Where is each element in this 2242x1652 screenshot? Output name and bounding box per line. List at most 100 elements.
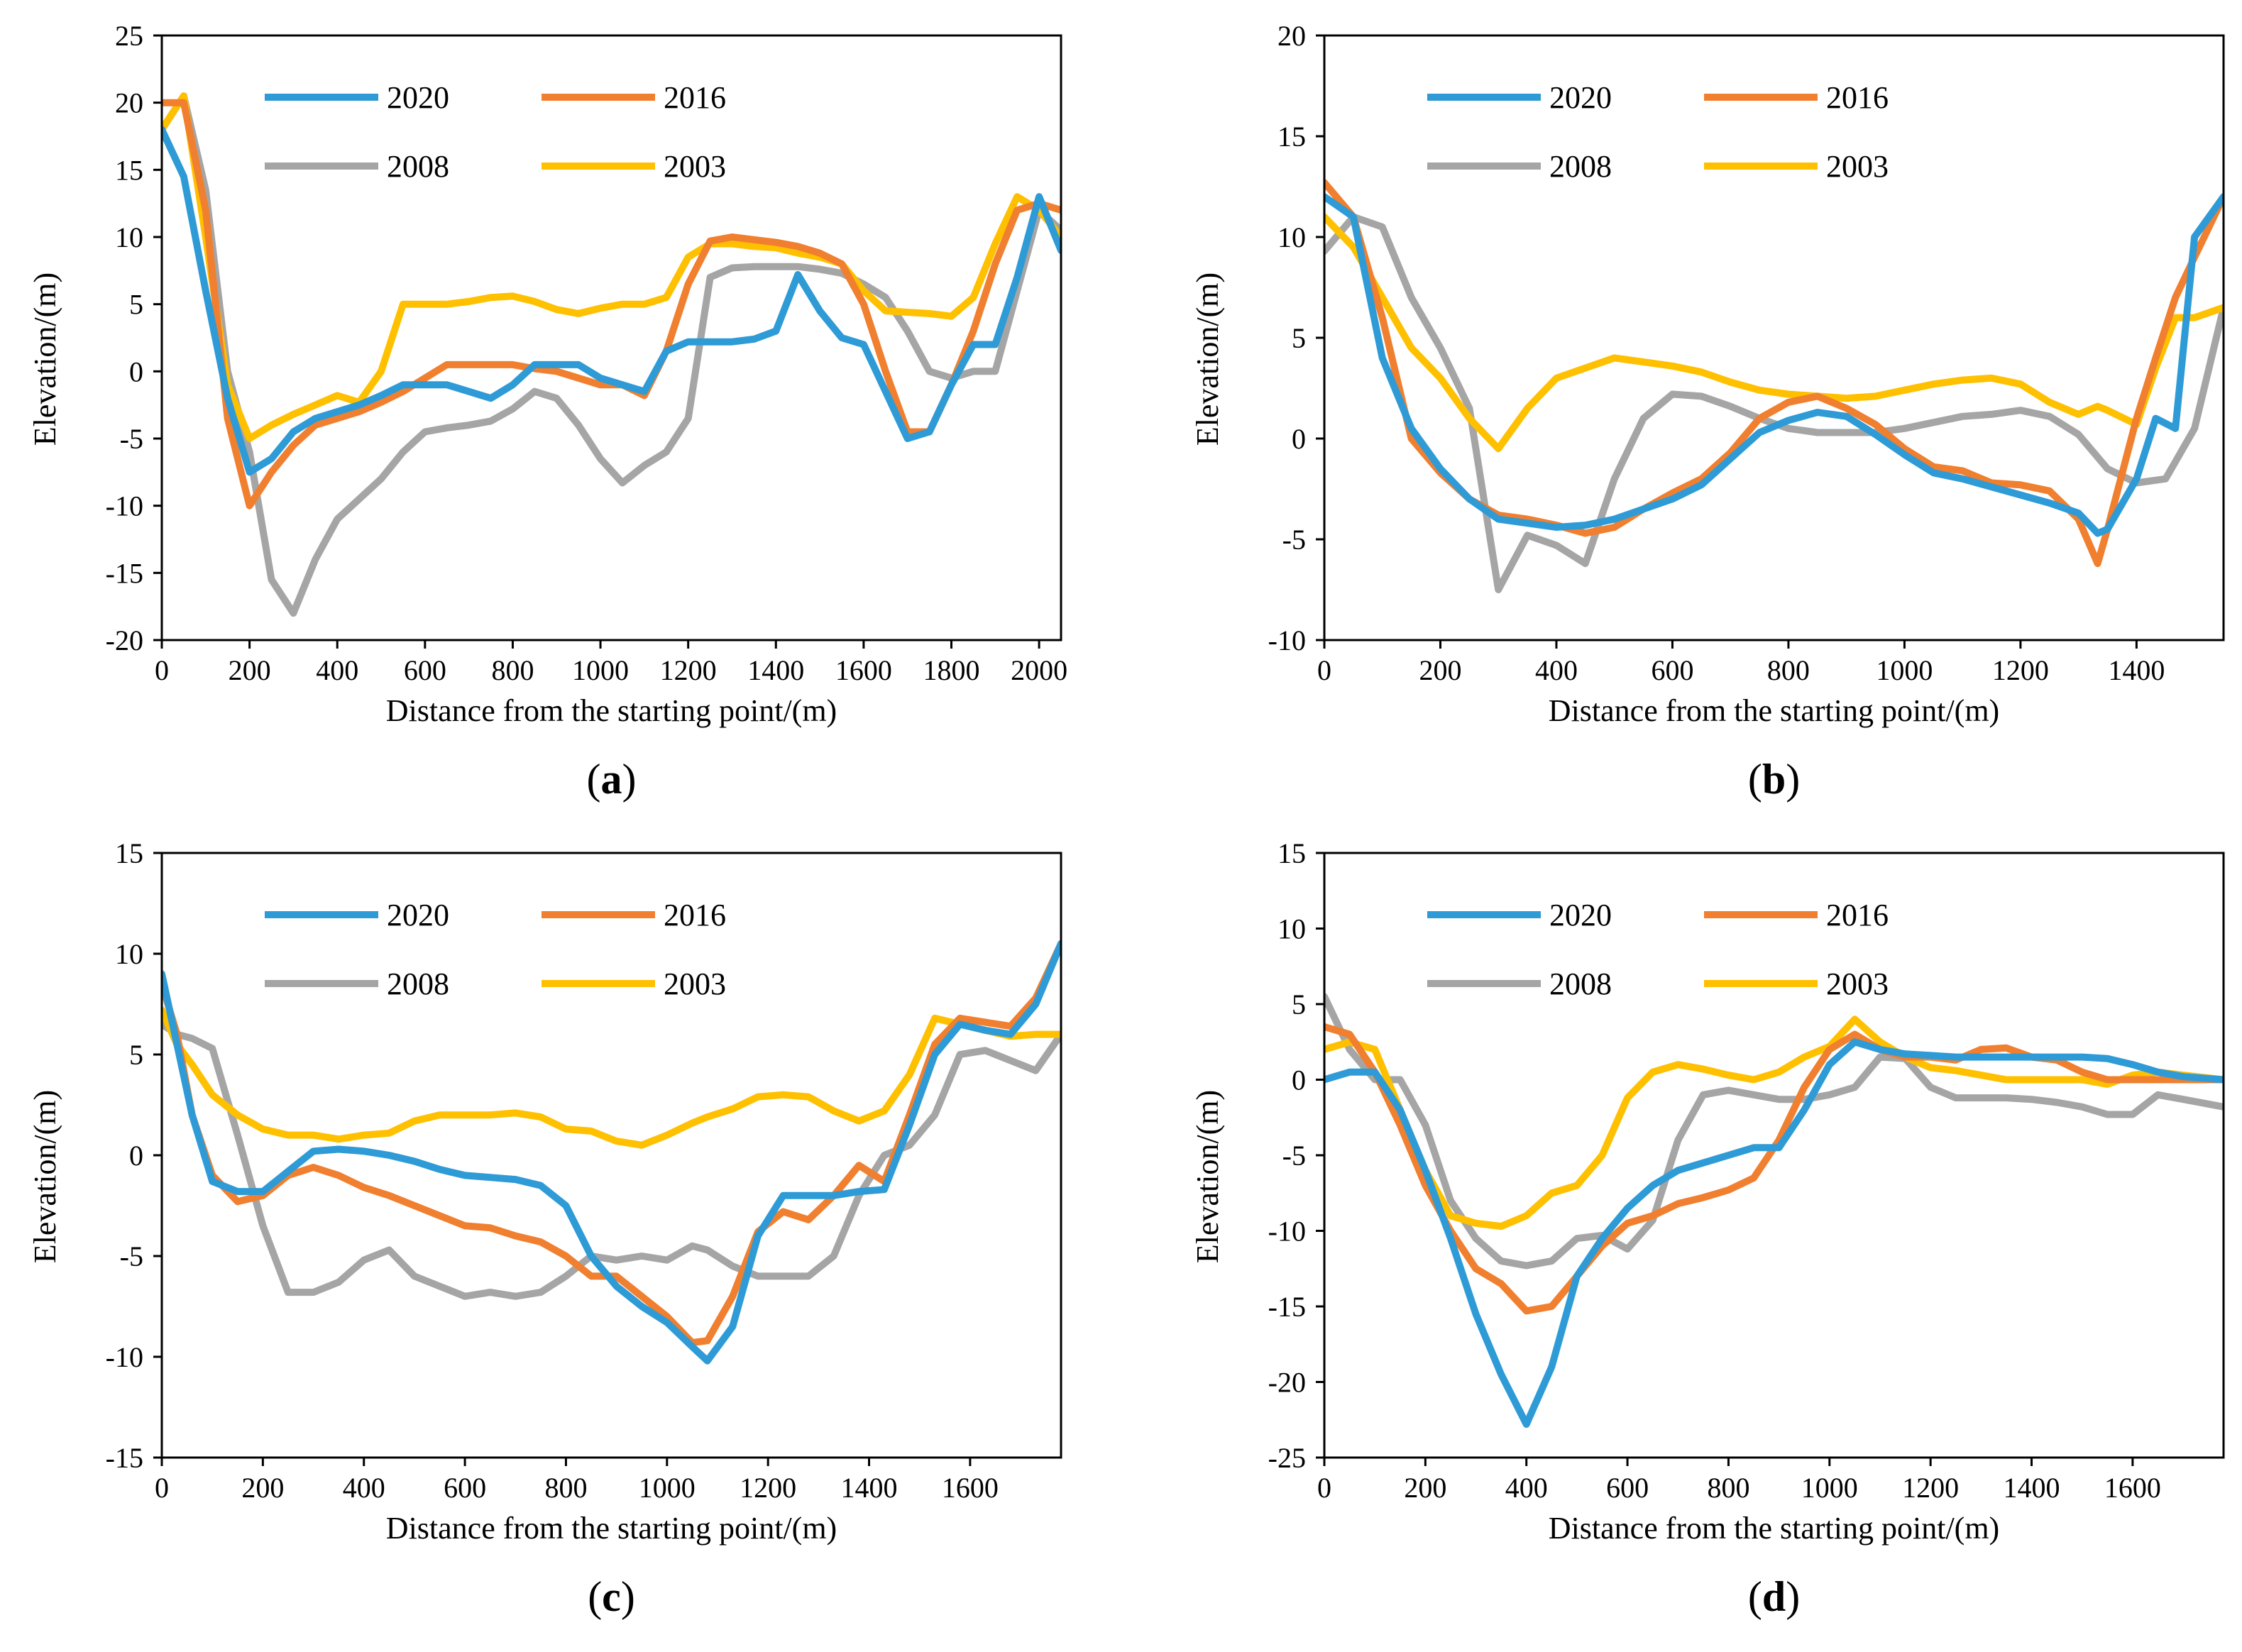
y-tick-label: 10: [1277, 221, 1306, 253]
series-line-2003: [162, 92, 1061, 442]
legend-label-2020: 2020: [1549, 898, 1612, 932]
x-tick-label: 600: [444, 1472, 486, 1504]
legend: 2020 2016 2008 2003: [1427, 80, 1889, 184]
panel-label: (b): [1748, 756, 1800, 803]
legend-label-2020: 2020: [387, 898, 449, 932]
x-tick-label: 400: [1505, 1472, 1548, 1504]
y-tick-label: -5: [1282, 1140, 1306, 1172]
panel-label-close: ): [622, 756, 637, 803]
x-tick-label: 200: [1404, 1472, 1446, 1504]
legend-label-2016: 2016: [664, 898, 726, 932]
y-tick-label: -10: [1268, 624, 1306, 656]
y-tick-label: 15: [115, 154, 143, 186]
x-tick-label: 800: [1767, 654, 1810, 686]
panel-label: (d): [1748, 1573, 1800, 1620]
x-tick-label: 0: [155, 1472, 169, 1504]
series-line-2008: [162, 92, 1061, 617]
legend-label-2003: 2003: [1826, 967, 1889, 1001]
legend-label-2003: 2003: [664, 149, 726, 184]
y-tick-label: 10: [1277, 913, 1306, 945]
legend-label-2003: 2003: [664, 967, 726, 1001]
x-tick-label: 600: [404, 654, 446, 686]
y-tick-label: -20: [106, 624, 143, 656]
legend-label-2008: 2008: [387, 149, 449, 184]
y-axis-title: Elevation/(m): [28, 1090, 62, 1263]
y-tick-label: 5: [129, 289, 143, 321]
y-tick-label: -10: [1268, 1216, 1306, 1248]
x-tick-label: 1000: [1876, 654, 1933, 686]
y-tick-label: -20: [1268, 1367, 1306, 1399]
x-tick-label: 200: [241, 1472, 284, 1504]
chart-panel-a: -20 -15 -10 -5 0 5 10 15 20 25 0 200 400 600 800 1000 12…: [28, 20, 1067, 803]
y-tick-label: 10: [115, 221, 143, 253]
legend-label-2008: 2008: [1549, 149, 1612, 184]
panel-label-open: (: [1748, 1573, 1762, 1620]
x-tick-label: 800: [491, 654, 534, 686]
panel-label-letter: b: [1762, 756, 1786, 803]
x-tick-label: 800: [1707, 1472, 1749, 1504]
series-line-2020: [1324, 1038, 2224, 1428]
panel-label-close: ): [1786, 756, 1800, 803]
chart-panel-d: -25 -20 -15 -10 -5 0 5 10 15 0 200 400 600 800 1000 120…: [1190, 837, 2225, 1620]
legend-label-2003: 2003: [1826, 149, 1889, 184]
panel-label-close: ): [1786, 1573, 1800, 1620]
legend: 2020 2016 2008 2003: [1427, 898, 1889, 1001]
y-tick-label: 0: [129, 356, 143, 387]
series-line-2008: [1324, 993, 2224, 1270]
y-tick-label: 0: [1292, 423, 1306, 455]
legend-label-2016: 2016: [664, 80, 726, 115]
panel-label-open: (: [588, 1573, 602, 1620]
x-tick-label: 400: [1535, 654, 1578, 686]
legend-label-2020: 2020: [387, 80, 449, 115]
x-axis-title: Distance from the starting point/(m): [386, 1511, 837, 1546]
y-tick-label: -15: [1268, 1291, 1306, 1323]
panel-label: (a): [587, 756, 637, 803]
x-axis-title: Distance from the starting point/(m): [1549, 693, 1999, 728]
legend-label-2008: 2008: [1549, 967, 1612, 1001]
y-tick-label: 20: [1277, 20, 1306, 52]
series-line-2003: [162, 1006, 1061, 1149]
y-axis-title: Elevation/(m): [28, 272, 62, 446]
x-tick-label: 1200: [740, 1472, 796, 1504]
x-axis-title: Distance from the starting point/(m): [386, 693, 837, 728]
y-tick-label: 15: [1277, 121, 1306, 153]
series-line-2016: [1324, 1023, 2224, 1315]
y-tick-label: 25: [115, 20, 143, 52]
y-tick-label: 0: [1292, 1064, 1306, 1096]
series-line-2020: [1324, 193, 2224, 537]
x-tick-label: 1800: [923, 654, 979, 686]
y-tick-label: -15: [106, 557, 143, 589]
y-tick-label: -10: [106, 1341, 143, 1373]
chart-panel-c: -15 -10 -5 0 5 10 15 0 200 400 600 800 1000 1200 1400 1…: [28, 837, 1062, 1620]
panel-label: (c): [588, 1573, 635, 1620]
x-tick-label: 200: [229, 654, 271, 686]
y-tick-label: 10: [115, 938, 143, 970]
x-tick-label: 0: [155, 654, 169, 686]
series-line-2003: [1324, 213, 2224, 453]
x-tick-label: 600: [1651, 654, 1693, 686]
y-tick-label: 5: [1292, 989, 1306, 1020]
y-axis-title: Elevation/(m): [1190, 272, 1225, 446]
y-tick-label: -15: [106, 1442, 143, 1474]
series-line-2003: [1324, 1015, 2224, 1230]
legend: 2020 2016 2008 2003: [265, 898, 726, 1001]
legend-label-2016: 2016: [1826, 80, 1889, 115]
legend-label-2008: 2008: [387, 967, 449, 1001]
y-tick-label: 20: [115, 87, 143, 119]
x-tick-label: 1000: [1801, 1472, 1858, 1504]
x-tick-label: 1200: [1992, 654, 2049, 686]
panel-label-open: (: [587, 756, 601, 803]
y-tick-label: -5: [1282, 524, 1306, 556]
x-tick-label: 1400: [2108, 654, 2165, 686]
y-tick-label: -25: [1268, 1442, 1306, 1474]
x-axis-title: Distance from the starting point/(m): [1549, 1511, 1999, 1546]
x-tick-label: 1600: [2104, 1472, 2161, 1504]
x-tick-label: 400: [343, 1472, 385, 1504]
x-tick-label: 1200: [1902, 1472, 1959, 1504]
y-tick-label: -5: [120, 423, 143, 455]
panel-label-letter: c: [602, 1573, 621, 1620]
panel-label-letter: d: [1762, 1573, 1786, 1620]
y-tick-label: -5: [120, 1240, 143, 1272]
